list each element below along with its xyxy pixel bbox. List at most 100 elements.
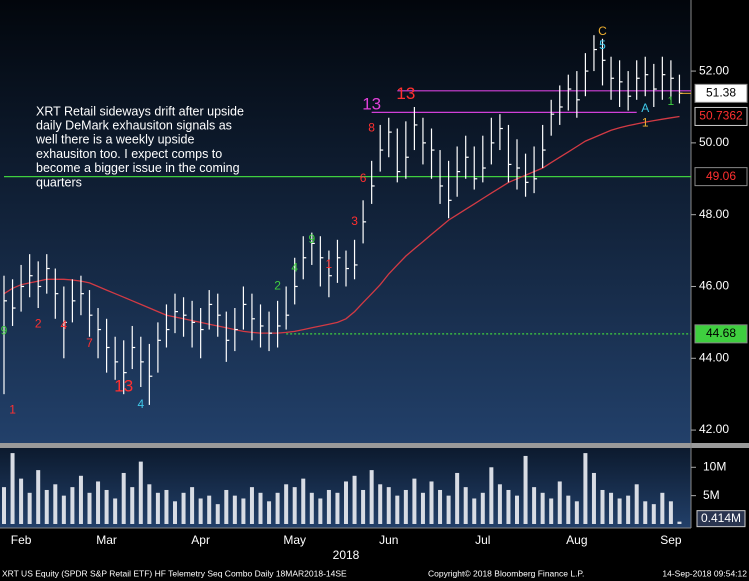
volume-bar xyxy=(309,492,314,524)
demark-count: 8 xyxy=(368,121,375,135)
volume-bar xyxy=(155,492,160,524)
x-tick-label: Apr xyxy=(191,533,210,547)
volume-bar xyxy=(549,498,554,524)
volume-bar xyxy=(557,481,562,524)
note-text: exhausiton too. I expect comps to xyxy=(36,147,222,161)
demark-count: 9 xyxy=(308,232,315,246)
volume-tag: 0.414M xyxy=(701,511,741,525)
price-tag: 51.38 xyxy=(706,86,736,100)
volume-bar xyxy=(651,504,656,524)
x-tick-label: Jul xyxy=(475,533,490,547)
volume-bar xyxy=(523,455,528,524)
volume-bar xyxy=(463,487,468,524)
y-tick-label: 42.00 xyxy=(699,422,729,436)
volume-bar xyxy=(292,487,297,524)
note-text: daily DeMark exhausiton signals as xyxy=(36,118,232,132)
volume-bar xyxy=(70,487,75,524)
x-tick-label: Feb xyxy=(11,533,32,547)
volume-bar xyxy=(190,487,195,524)
volume-bar xyxy=(489,467,494,524)
volume-bar xyxy=(412,478,417,524)
note-text: quarters xyxy=(36,175,82,189)
demark-count: 9 xyxy=(1,324,8,338)
footer-center: Copyright© 2018 Bloomberg Finance L.P. xyxy=(428,568,584,578)
volume-bar xyxy=(344,481,348,524)
demark-count: 4 xyxy=(291,261,298,275)
y-tick-label: 48.00 xyxy=(699,207,729,221)
volume-bar xyxy=(677,521,682,524)
volume-bar xyxy=(173,501,177,524)
volume-bar xyxy=(609,492,614,524)
volume-bar xyxy=(617,498,622,524)
volume-bar xyxy=(369,470,374,524)
y-tick-label: 50.00 xyxy=(699,135,729,149)
volume-bar xyxy=(335,492,340,524)
volume-bar xyxy=(87,492,92,524)
x-tick-label: Aug xyxy=(566,533,587,547)
demark-count: 13 xyxy=(114,376,133,395)
volume-bar xyxy=(583,453,588,524)
price-tag: 50.7362 xyxy=(699,109,743,123)
volume-bar xyxy=(10,453,15,524)
volume-bar xyxy=(420,492,425,524)
volume-bar xyxy=(626,495,631,524)
price-tag-box xyxy=(694,167,748,187)
volume-bar xyxy=(249,487,254,524)
volume-bar xyxy=(326,489,331,524)
volume-bar xyxy=(207,495,212,524)
volume-bar xyxy=(378,484,383,524)
volume-bar xyxy=(446,495,451,524)
volume-bar xyxy=(113,498,118,524)
volume-bar xyxy=(472,498,477,524)
panel-separator xyxy=(0,443,749,448)
volume-bar xyxy=(198,498,203,524)
demark-count: 3 xyxy=(351,214,358,228)
volume-bar xyxy=(78,475,83,524)
demark-count: 5 xyxy=(599,38,606,52)
volume-bar xyxy=(44,489,49,524)
volume-bar xyxy=(591,472,596,524)
volume-bar xyxy=(386,487,391,524)
demark-count: 2 xyxy=(35,316,42,330)
volume-bar xyxy=(241,498,246,524)
demark-count: 2 xyxy=(274,279,281,293)
volume-bar xyxy=(361,489,366,524)
volume-tag-box xyxy=(696,510,746,528)
volume-bar xyxy=(318,498,323,524)
volume-bar xyxy=(455,472,460,524)
demark-count: 1 xyxy=(9,403,16,417)
volume-bar xyxy=(164,489,169,524)
demark-count: C xyxy=(598,24,607,38)
volume-bar xyxy=(506,489,511,524)
volume-bar xyxy=(634,484,639,524)
moving-average xyxy=(3,115,680,334)
x-tick-label: May xyxy=(283,533,306,547)
demark-count: 7 xyxy=(86,336,93,350)
volume-bar xyxy=(53,484,58,524)
volume-bar xyxy=(668,501,673,524)
volume-bar xyxy=(36,470,41,524)
demark-count: 6 xyxy=(360,171,367,185)
volume-bar xyxy=(96,481,101,524)
volume-bar xyxy=(121,472,126,524)
volume-bar xyxy=(147,484,152,524)
volume-bar xyxy=(532,487,537,524)
volume-bar xyxy=(284,484,289,524)
y-tick-label: 52.00 xyxy=(699,63,729,77)
demark-count: 13 xyxy=(362,95,381,114)
volume-bar xyxy=(301,478,306,524)
volume-bar xyxy=(258,492,263,524)
demark-count: 13 xyxy=(396,84,415,103)
volume-bar xyxy=(27,492,32,524)
note-text: well there is a weekly upside xyxy=(35,133,194,147)
volume-bar xyxy=(19,478,24,524)
demark-count: 4 xyxy=(61,318,68,332)
volume-bar xyxy=(566,495,571,524)
note-text: become a bigger issue in the coming xyxy=(36,161,240,175)
x-axis-label: 2018 xyxy=(333,548,360,562)
volume-bar xyxy=(497,484,502,524)
volume-bar xyxy=(660,492,665,524)
volume-bar xyxy=(267,501,272,524)
